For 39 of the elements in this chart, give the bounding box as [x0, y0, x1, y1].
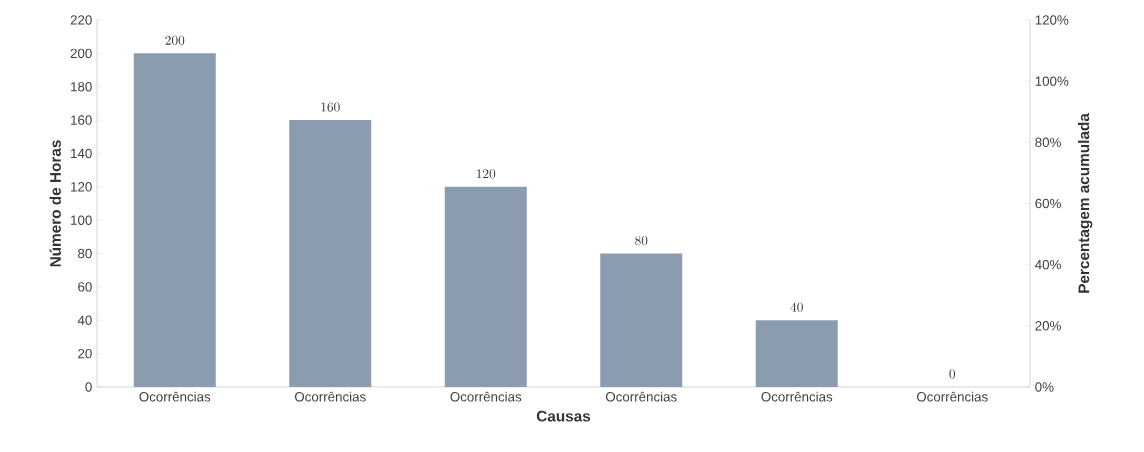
- y-tick-label: 200: [70, 48, 92, 59]
- y2-tick-label: 80%: [1035, 137, 1061, 148]
- y-axis-title: Número de Horas: [49, 140, 61, 267]
- x-tick-label: Ocorrências: [916, 391, 988, 402]
- y2-tick-label: 100%: [1035, 76, 1069, 86]
- data-label: 0: [949, 369, 956, 379]
- x-tick-label: Ocorrências: [605, 391, 677, 402]
- y-tick-label: 180: [71, 82, 92, 92]
- y2-tick-label: 0%: [1035, 382, 1054, 392]
- data-label: 40: [790, 302, 803, 312]
- y-tick-label: 160: [71, 115, 92, 125]
- bar: [289, 120, 372, 387]
- data-label: 200: [165, 35, 185, 45]
- y-tick-label: 60: [78, 282, 92, 292]
- data-label: 80: [635, 235, 648, 246]
- y2-axis-title: Percentagem acumulada: [1077, 113, 1093, 293]
- x-tick-label: Ocorrências: [139, 391, 211, 402]
- data-label: 160: [321, 102, 340, 112]
- x-tick-label: Ocorrências: [450, 391, 522, 402]
- bar: [133, 53, 216, 387]
- x-tick-label: Ocorrências: [761, 391, 833, 402]
- x-axis-title: Causas: [536, 410, 591, 422]
- y2-tick-label: 120%: [1035, 15, 1069, 25]
- y-tick-label: 80: [78, 248, 92, 259]
- y-tick-label: 20: [78, 348, 92, 359]
- y2-tick-label: 60%: [1035, 198, 1061, 209]
- bar: [444, 186, 527, 387]
- bar: [755, 320, 838, 387]
- data-label: 120: [476, 169, 496, 179]
- y-tick-label: 220: [70, 15, 92, 25]
- y-tick-label: 0: [85, 382, 92, 392]
- y-tick-label: 100: [71, 215, 92, 225]
- bar: [600, 253, 683, 387]
- y-tick-label: 120: [71, 182, 92, 192]
- x-tick-label: Ocorrências: [294, 391, 366, 402]
- y2-tick-label: 40%: [1035, 259, 1061, 270]
- y2-tick-label: 20%: [1035, 321, 1061, 331]
- y-tick-label: 40: [77, 315, 92, 325]
- y-tick-label: 140: [71, 148, 92, 159]
